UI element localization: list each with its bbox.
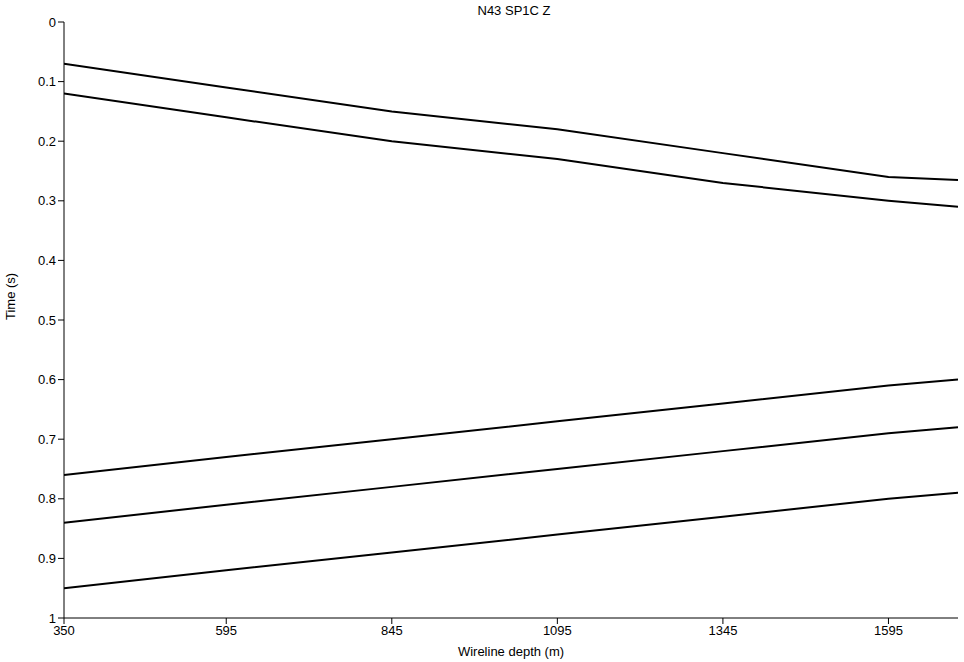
svg-text:0.8: 0.8 — [38, 491, 56, 506]
svg-text:1: 1 — [49, 611, 56, 626]
svg-text:595: 595 — [215, 623, 237, 638]
svg-text:0: 0 — [49, 15, 56, 30]
svg-text:0.5: 0.5 — [38, 313, 56, 328]
svg-text:0.7: 0.7 — [38, 432, 56, 447]
svg-text:350: 350 — [53, 623, 75, 638]
svg-text:0.6: 0.6 — [38, 372, 56, 387]
svg-text:1095: 1095 — [543, 623, 572, 638]
svg-text:Wireline depth (m): Wireline depth (m) — [458, 644, 564, 659]
svg-text:1345: 1345 — [708, 623, 737, 638]
svg-text:0.2: 0.2 — [38, 134, 56, 149]
svg-text:Time (s): Time (s) — [3, 273, 18, 320]
svg-text:1595: 1595 — [874, 623, 903, 638]
svg-text:0.9: 0.9 — [38, 551, 56, 566]
svg-text:845: 845 — [381, 623, 403, 638]
svg-text:0.1: 0.1 — [38, 74, 56, 89]
html-text:N43 SP1C Z: N43 SP1C Z — [477, 3, 551, 18]
svg-text:0.3: 0.3 — [38, 193, 56, 208]
svg-text:0.4: 0.4 — [38, 253, 56, 268]
